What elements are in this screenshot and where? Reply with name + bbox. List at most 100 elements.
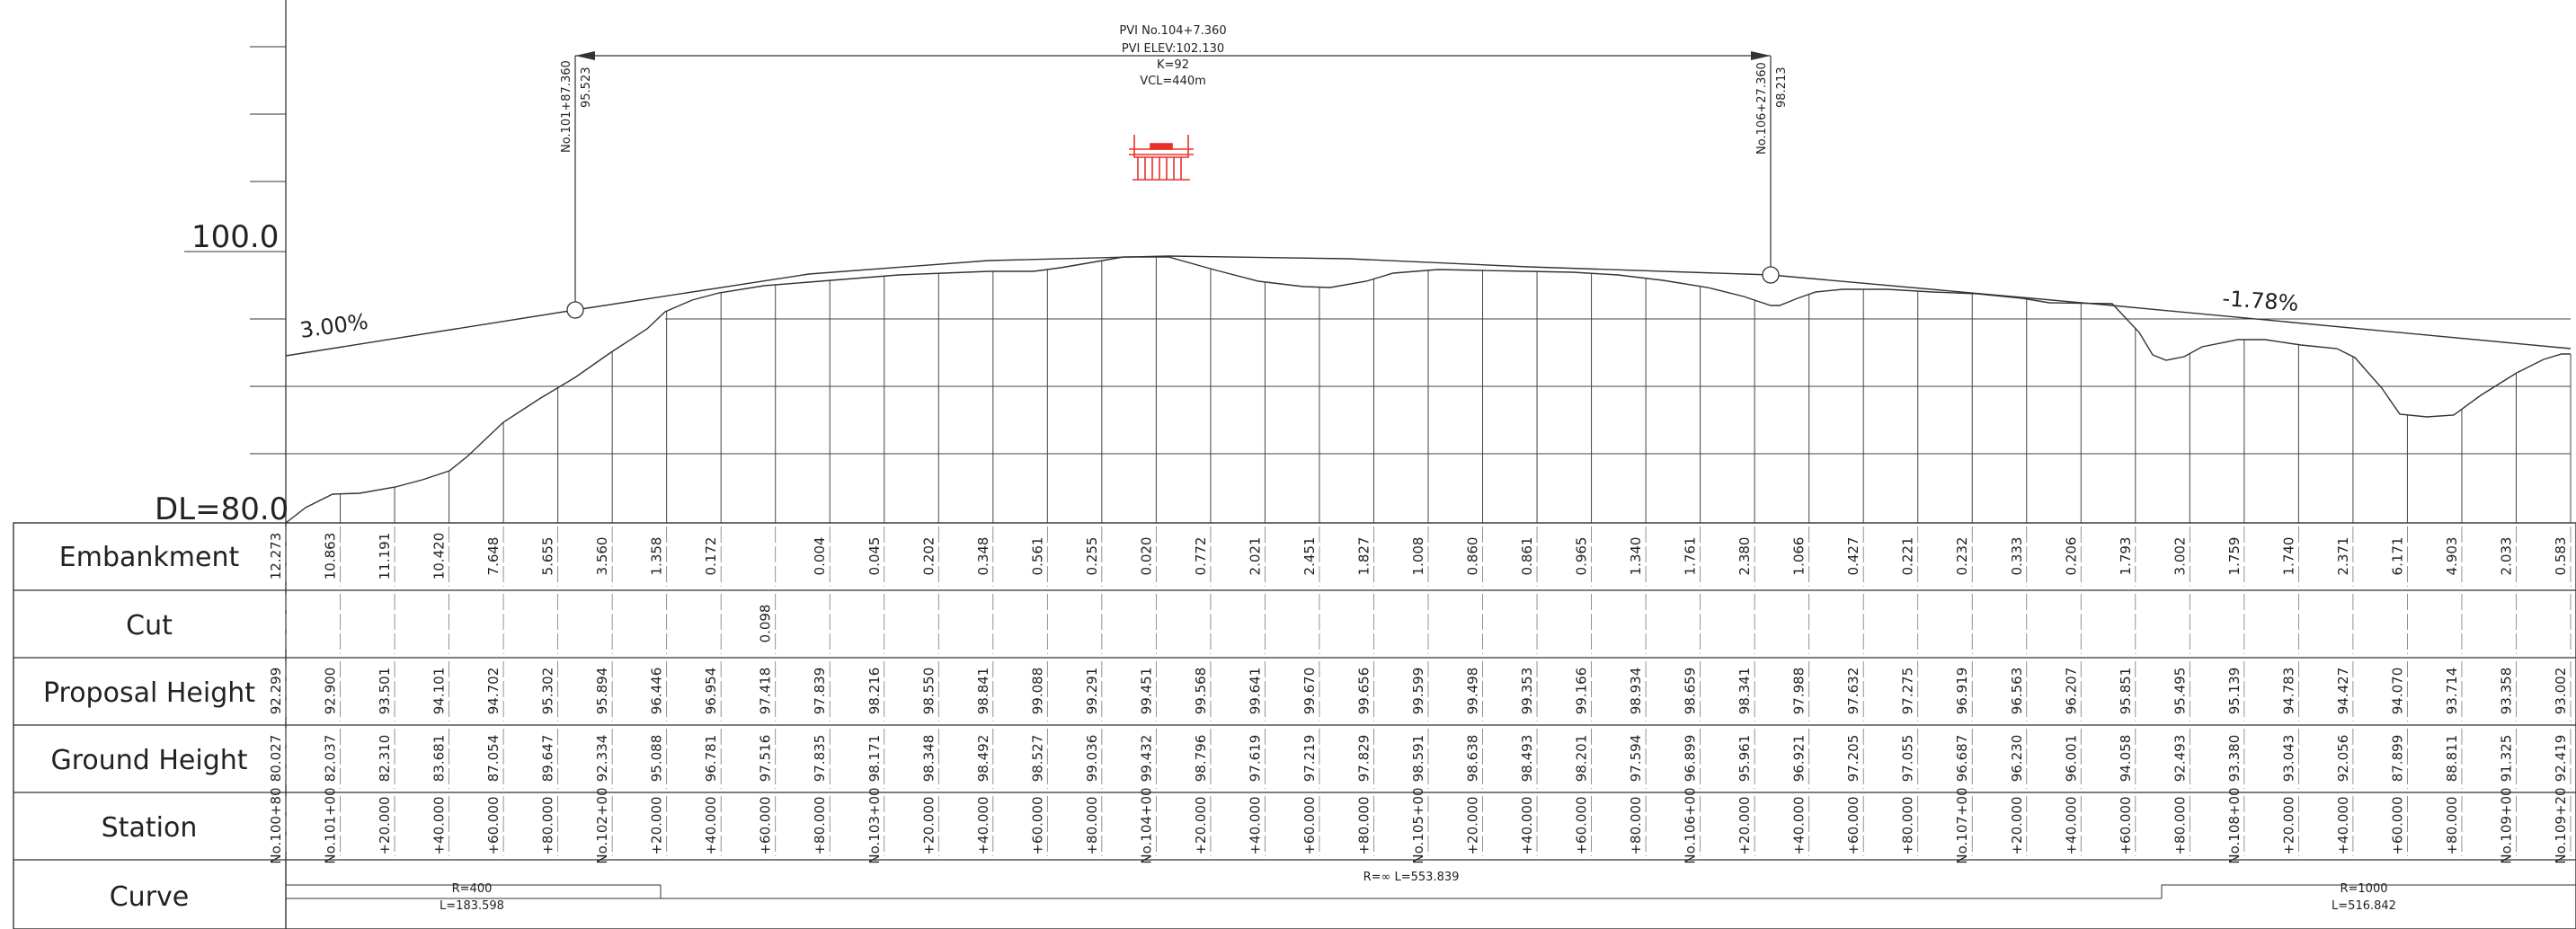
embankment-value: 0.861 xyxy=(1519,537,1535,576)
ground-value: 96.001 xyxy=(2063,735,2079,783)
embankment-value: 5.655 xyxy=(540,537,556,576)
ground-value: 87.899 xyxy=(2389,735,2405,783)
embankment-value: 1.008 xyxy=(1410,537,1426,576)
station-value: No.101+00 xyxy=(323,787,339,863)
proposal-value: 99.656 xyxy=(1355,668,1372,715)
proposal-value: 98.341 xyxy=(1737,668,1753,715)
proposal-value: 98.934 xyxy=(1628,668,1644,715)
proposal-value: 97.275 xyxy=(1900,668,1916,715)
ground-value: 98.492 xyxy=(975,735,991,783)
row-label-ground-height: Ground Height xyxy=(50,745,247,776)
ground-value: 98.527 xyxy=(1029,735,1045,783)
ground-value: 97.619 xyxy=(1247,735,1263,783)
row-label-station: Station xyxy=(102,812,198,844)
embankment-value: 0.020 xyxy=(1138,537,1154,576)
station-value: No.102+00 xyxy=(594,787,610,863)
station-value: +60.000 xyxy=(758,796,774,854)
ground-value: 88.811 xyxy=(2444,735,2460,783)
embankment-value: 4.903 xyxy=(2444,537,2460,576)
station-value: +60.000 xyxy=(2118,796,2134,854)
embankment-value: 1.759 xyxy=(2226,537,2243,576)
ground-value: 80.027 xyxy=(268,735,284,783)
embankment-value: 10.420 xyxy=(431,533,448,580)
embankment-value: 1.827 xyxy=(1355,537,1372,576)
row-label-embankment: Embankment xyxy=(59,542,240,573)
ground-value: 92.056 xyxy=(2335,735,2351,783)
proposal-value: 94.101 xyxy=(431,668,448,715)
ground-line xyxy=(285,256,2571,524)
proposal-grade-line xyxy=(285,255,2572,357)
station-value: +80.000 xyxy=(1084,796,1100,854)
bvc-station-label: No.101+87.360 xyxy=(560,60,573,153)
proposal-value: 99.498 xyxy=(1465,668,1481,715)
embankment-value: 0.202 xyxy=(920,537,937,576)
ground-value: 98.638 xyxy=(1465,735,1481,783)
ground-value: 98.201 xyxy=(1574,735,1590,783)
embankment-value: 7.648 xyxy=(485,537,502,576)
embankment-value: 0.255 xyxy=(1084,537,1100,576)
ground-value: 98.796 xyxy=(1193,735,1209,783)
proposal-value: 99.353 xyxy=(1519,668,1535,715)
station-value: No.109+00 xyxy=(2498,787,2514,863)
embankment-value: 0.427 xyxy=(1845,537,1861,576)
embankment-value: 0.348 xyxy=(975,537,991,576)
proposal-value: 93.002 xyxy=(2553,668,2569,715)
ground-value: 99.432 xyxy=(1138,735,1154,783)
ground-value: 96.921 xyxy=(1791,735,1808,783)
station-value: +40.000 xyxy=(1791,796,1808,854)
proposal-value: 95.851 xyxy=(2118,668,2134,715)
station-value: +20.000 xyxy=(649,796,665,854)
station-value: +20.000 xyxy=(2009,796,2025,854)
ground-value: 92.493 xyxy=(2172,735,2188,783)
ground-value: 95.961 xyxy=(1737,735,1753,783)
proposal-value: 95.495 xyxy=(2172,668,2188,715)
evc-elevation-label: 98.213 xyxy=(1775,67,1789,109)
station-value: +80.000 xyxy=(1628,796,1644,854)
ground-value: 89.647 xyxy=(540,735,556,783)
station-value: +20.000 xyxy=(1737,796,1753,854)
ground-value: 92.334 xyxy=(594,735,610,783)
station-value: +40.000 xyxy=(431,796,448,854)
data-table: Embankment Cut Proposal Height Ground He… xyxy=(13,522,2576,929)
grade-right: -1.78% xyxy=(2222,286,2300,316)
ground-value: 97.594 xyxy=(1628,735,1644,783)
embankment-value: 0.232 xyxy=(1954,537,1970,576)
proposal-value: 94.070 xyxy=(2389,668,2405,715)
embankment-value: 0.583 xyxy=(2553,537,2569,576)
station-value: +40.000 xyxy=(975,796,991,854)
table-frame xyxy=(13,522,2576,929)
embankment-value: 0.221 xyxy=(1900,537,1916,576)
proposal-value: 96.919 xyxy=(1954,668,1970,715)
ground-value: 87.054 xyxy=(485,735,502,783)
proposal-value: 95.894 xyxy=(594,668,610,715)
proposal-value: 98.841 xyxy=(975,668,991,715)
proposal-value: 97.418 xyxy=(758,668,774,715)
pvi-k: K=92 xyxy=(1157,58,1189,72)
station-value: +80.000 xyxy=(540,796,556,854)
embankment-value: 0.004 xyxy=(812,537,828,576)
station-value: +60.000 xyxy=(1574,796,1590,854)
station-value: +40.000 xyxy=(703,796,719,854)
station-value: +20.000 xyxy=(1193,796,1209,854)
station-value: +40.000 xyxy=(1247,796,1263,854)
proposal-value: 94.702 xyxy=(485,668,502,715)
table-values: 12.273 92.299 80.027 No.100+80 10.863 92.900 8… xyxy=(268,526,2572,864)
ground-value: 99.036 xyxy=(1084,735,1100,783)
station-value: +20.000 xyxy=(1465,796,1481,854)
proposal-value: 98.659 xyxy=(1683,668,1699,715)
ground-value: 92.419 xyxy=(2553,735,2569,783)
curve-right-length: L=516.842 xyxy=(2332,899,2396,913)
proposal-value: 96.446 xyxy=(649,668,665,715)
station-value: +60.000 xyxy=(2389,796,2405,854)
embankment-value: 6.171 xyxy=(2389,537,2405,576)
row-label-cut: Cut xyxy=(126,610,173,641)
embankment-value: 0.206 xyxy=(2063,537,2079,576)
ground-value: 97.835 xyxy=(812,735,828,783)
embankment-value: 12.273 xyxy=(268,533,284,580)
embankment-value: 3.560 xyxy=(594,537,610,576)
cut-value: 0.098 xyxy=(758,605,774,643)
embankment-value: 1.066 xyxy=(1791,537,1808,576)
proposal-value: 92.900 xyxy=(323,668,339,715)
embankment-value: 0.333 xyxy=(2009,537,2025,576)
proposal-value: 99.451 xyxy=(1138,668,1154,715)
